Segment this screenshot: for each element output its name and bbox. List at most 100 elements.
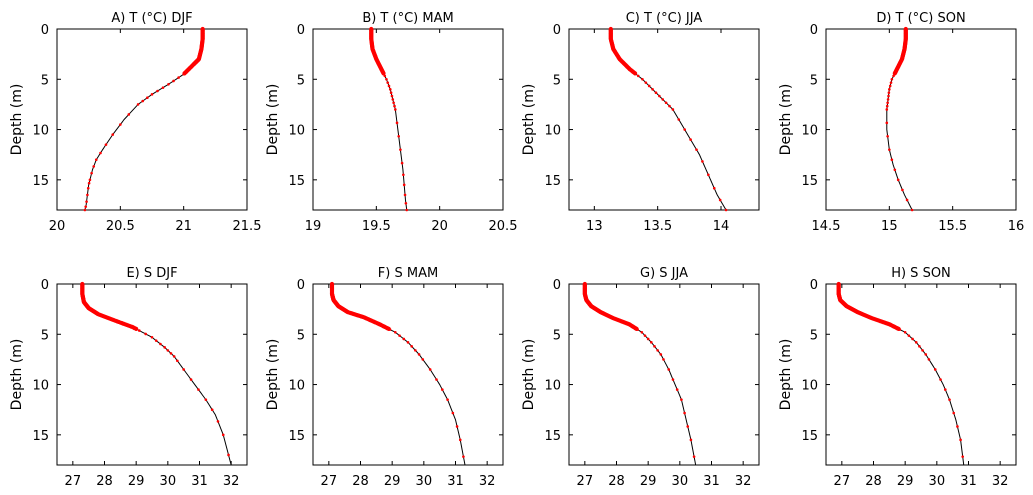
data-point (90, 171, 93, 175)
panel-5: E) S DJF Depth (m) 0 5 10 15 27 28 29 30 31 32 (9, 266, 248, 489)
data-point (397, 134, 401, 138)
y-tick-label: 5 (41, 328, 49, 343)
data-point (138, 329, 141, 332)
x-tick-label: 28 (865, 474, 882, 489)
data-point (664, 101, 668, 105)
data-point (94, 158, 98, 162)
data-point (893, 168, 897, 172)
y-tick-label: 10 (801, 379, 818, 394)
data-point (446, 398, 449, 401)
y-tick-label: 0 (810, 23, 818, 38)
data-point (888, 148, 891, 151)
panel-title: A) T (°C) DJF (111, 11, 192, 26)
y-tick-label: 10 (544, 379, 561, 394)
x-tick-label: 20 (49, 219, 66, 234)
x-tick-label: 30 (160, 474, 177, 489)
x-tick-label: 19 (305, 219, 322, 234)
panel-3: C) T (°C) JJA Depth (m) 0 5 10 15 13 13.5 14 (521, 11, 760, 234)
y-tick-label: 15 (801, 174, 818, 189)
data-point (901, 188, 904, 192)
data-point (403, 193, 407, 197)
x-tick-label: 21 (175, 219, 192, 234)
data-point (918, 345, 921, 348)
data-point (144, 332, 147, 336)
data-point (146, 96, 149, 100)
data-point (414, 349, 417, 352)
data-point (92, 165, 96, 168)
y-tick-label: 10 (801, 124, 818, 139)
x-tick-label: 32 (992, 474, 1009, 489)
x-tick-label: 21.5 (233, 219, 262, 234)
panel-title: F) S MAM (378, 266, 438, 281)
data-point (677, 118, 681, 121)
y-tick-label: 5 (810, 328, 818, 343)
data-point (402, 183, 406, 187)
x-tick-label: 31 (447, 474, 464, 489)
data-point (632, 71, 638, 76)
x-tick-label: 14 (713, 219, 730, 234)
data-point (718, 198, 722, 202)
panel-7: G) S JJA Depth (m) 0 5 10 15 27 28 29 30 31 32 (521, 266, 760, 489)
data-point (644, 81, 648, 84)
x-tick-label: 15.5 (938, 219, 967, 234)
x-tick-label: 27 (321, 474, 338, 489)
data-point (182, 368, 185, 371)
x-tick-label: 28 (608, 474, 625, 489)
panel-title: B) T (°C) MAM (362, 11, 453, 26)
data-point (887, 94, 890, 98)
x-tick-label: 29 (897, 474, 914, 489)
y-tick-label: 10 (288, 379, 305, 394)
y-tick-label: 5 (297, 73, 305, 88)
y-tick-label: 15 (544, 429, 561, 444)
x-tick-label: 15 (881, 219, 898, 234)
data-point (724, 208, 728, 212)
x-tick-label: 29 (384, 474, 401, 489)
y-tick-label: 5 (553, 328, 561, 343)
data-point (400, 161, 404, 165)
data-point (943, 388, 947, 391)
x-tick-label: 31 (960, 474, 977, 489)
y-tick-label: 15 (32, 174, 49, 189)
data-point (948, 398, 951, 401)
plot-frame (568, 283, 760, 466)
plot-frame (312, 283, 504, 466)
data-point (197, 388, 200, 391)
x-tick-label: 20.5 (106, 219, 135, 234)
data-point (428, 368, 432, 371)
panel-title: E) S DJF (126, 266, 177, 281)
data-point (885, 108, 889, 111)
data-point (921, 349, 924, 352)
data-point (389, 91, 393, 94)
data-point (189, 378, 193, 381)
x-tick-label: 31 (703, 474, 720, 489)
data-point (651, 88, 654, 91)
data-point (136, 103, 140, 106)
x-tick-label: 27 (577, 474, 594, 489)
data-point (712, 186, 716, 190)
y-tick-label: 15 (288, 429, 305, 444)
data-point (227, 453, 230, 457)
data-point (88, 178, 92, 182)
profile-line (84, 29, 204, 211)
data-point (636, 328, 639, 331)
data-point (653, 345, 656, 348)
data-point (927, 358, 931, 361)
data-point (890, 158, 894, 162)
data-point (99, 151, 102, 155)
x-tick-label: 31 (191, 474, 208, 489)
y-axis-label: Depth (m) (521, 84, 537, 156)
data-point (692, 455, 696, 458)
data-point (695, 148, 698, 151)
data-point (892, 74, 895, 78)
data-point (896, 178, 900, 182)
data-point (141, 99, 145, 103)
y-tick-label: 0 (297, 278, 305, 293)
data-point (675, 388, 679, 391)
y-tick-label: 0 (41, 23, 49, 38)
plot-frame (568, 28, 760, 211)
panel-1: A) T (°C) DJF Depth (m) 0 5 10 15 20 20.5 21 21.5 (9, 11, 261, 234)
data-point (646, 337, 650, 341)
data-point (386, 81, 390, 84)
data-point (959, 438, 962, 442)
data-point (210, 408, 214, 411)
